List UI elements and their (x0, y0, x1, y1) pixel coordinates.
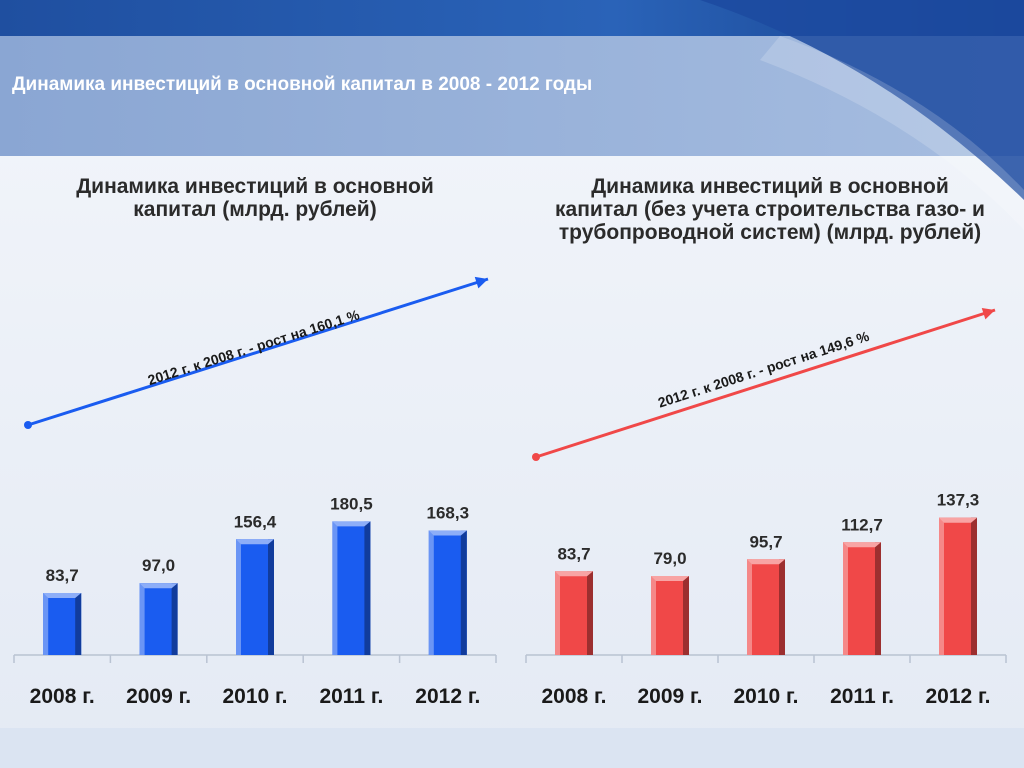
bar (651, 576, 689, 655)
bar (939, 517, 977, 655)
slide-title: Динамика инвестиций в основной капитал в… (12, 74, 593, 95)
left-chart-title: Динамика инвестиций в основной капитал (… (76, 175, 434, 221)
bar (43, 593, 82, 655)
category-label: 2008 г. (30, 685, 95, 708)
category-label: 2008 г. (541, 685, 606, 708)
bar (843, 542, 881, 655)
right-bar-chart: 83,7 2008 г. 79,0 2009 г. 95,7 2010 г. 112,7 20… (525, 307, 1007, 708)
category-label: 2010 г. (222, 685, 287, 708)
right-chart-title: Динамика инвестиций в основной капитал (… (555, 175, 985, 244)
bar (236, 539, 274, 655)
bar (428, 530, 467, 655)
bar (139, 583, 178, 655)
category-label: 2012 г. (925, 685, 990, 708)
left-bar-chart: 83,7 2008 г. 97,0 2009 г. 156,4 2010 г. 180,5 2… (13, 276, 497, 708)
growth-annotation: 2012 г. к 2008 г. - рост на 149,6 % (656, 328, 872, 411)
growth-annotation: 2012 г. к 2008 г. - рост на 160,1 % (146, 306, 362, 388)
growth-arrow (532, 307, 996, 461)
category-label: 2009 г. (126, 685, 191, 708)
value-label: 137,3 (937, 491, 980, 510)
value-label: 168,3 (427, 503, 470, 522)
value-label: 112,7 (841, 515, 883, 534)
category-label: 2012 г. (415, 685, 480, 708)
value-label: 97,0 (142, 556, 175, 575)
bar (332, 521, 371, 655)
category-label: 2010 г. (733, 685, 798, 708)
value-label: 83,7 (46, 566, 79, 585)
growth-arrow (24, 276, 489, 429)
bar (555, 571, 593, 655)
value-label: 180,5 (330, 494, 373, 513)
value-label: 83,7 (557, 544, 590, 563)
category-label: 2011 г. (319, 685, 383, 708)
value-label: 79,0 (653, 549, 686, 568)
value-label: 95,7 (749, 532, 782, 551)
value-label: 156,4 (234, 512, 277, 531)
bar (747, 559, 785, 655)
category-label: 2011 г. (830, 685, 894, 708)
category-label: 2009 г. (637, 685, 702, 708)
